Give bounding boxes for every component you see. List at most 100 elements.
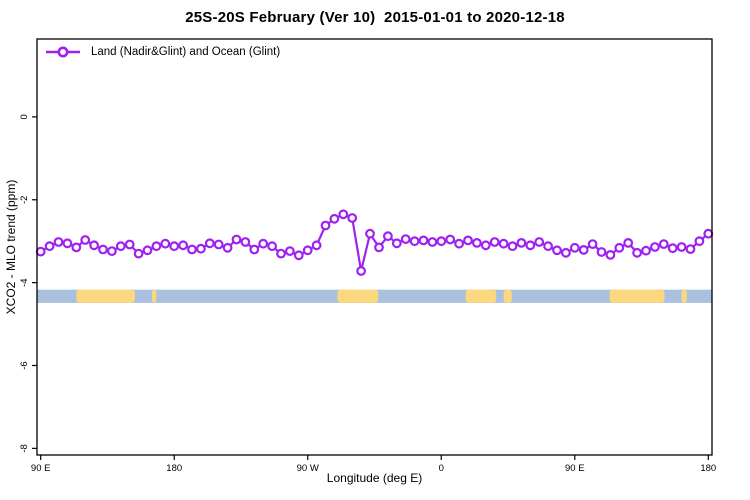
data-point [543,241,553,252]
data-point [694,236,705,247]
data-point [71,242,82,253]
data-point [569,242,580,253]
land-segment [151,289,157,303]
legend-line-marker-icon [46,46,80,58]
data-point [685,244,696,255]
land-segment [609,289,665,303]
data-point [44,241,55,252]
land-segment [681,289,687,303]
x-tick-label: 180 [700,463,716,474]
data-point [436,236,447,247]
data-point [489,237,500,247]
data-point [614,242,625,253]
data-point [365,228,375,239]
data-point [445,234,456,245]
data-point [285,246,295,257]
data-point [516,237,527,248]
data-point [356,266,367,276]
data-point [596,247,607,257]
data-point [667,243,678,254]
data-point [605,249,616,260]
data-point [249,244,260,255]
data-point [632,247,642,258]
data-point [374,242,384,253]
data-point [347,213,358,223]
data-point [472,237,482,248]
data-point [267,241,278,252]
data-point [204,238,215,249]
data-point [391,238,402,249]
data-point [53,237,64,247]
data-point [98,244,108,255]
data-point [703,228,714,239]
plot-border [36,38,713,456]
data-point [427,237,438,247]
data-point [151,241,162,252]
chart-title: 25S-20S February (Ver 10) 2015-01-01 to … [185,9,565,26]
data-point [418,235,429,246]
data-point [311,240,322,251]
data-point [231,234,242,245]
data-point [409,236,420,247]
data-point [400,234,411,245]
land-segment [76,289,135,303]
data-point [561,247,571,258]
data-point [124,239,135,250]
data-point [552,245,562,256]
data-point [293,250,304,261]
data-point [676,242,687,252]
x-tick-label: 0 [439,463,444,474]
data-point [480,240,491,251]
data-point [80,235,91,245]
data-point [302,245,313,256]
x-axis-title: Longitude (deg E) [326,471,423,485]
data-point [160,238,171,249]
data-point [169,241,180,252]
y-tick-label: -8 [19,444,30,452]
data-point [35,246,46,257]
data-point [498,238,509,249]
y-tick-label: -6 [19,361,30,369]
data-point [525,240,536,251]
data-point [178,240,189,251]
data-point [338,209,349,220]
x-tick-label: 90 E [31,463,51,474]
data-point [578,244,589,255]
data-point [658,239,669,250]
data-point [623,237,634,248]
x-tick-label: 90 E [565,463,585,474]
y-tick-label: -2 [19,196,30,204]
data-point [320,220,331,231]
data-point [587,239,598,250]
data-point [240,237,251,247]
data-point [89,240,99,251]
x-tick-label: 180 [166,463,182,474]
land-segment [503,289,512,303]
data-point [329,213,340,224]
data-point [187,244,197,255]
data-point [62,238,73,249]
data-point [115,241,126,252]
legend-label: Land (Nadir&Glint) and Ocean (Glint) [91,46,281,58]
data-point [213,239,224,250]
legend: Land (Nadir&Glint) and Ocean (Glint) [45,46,280,58]
data-point [507,241,518,252]
land-segment [465,289,497,303]
x-tick-label: 90 W [297,463,319,474]
data-point [195,243,206,254]
y-tick-label: 0 [19,114,30,119]
data-point [463,235,473,246]
data-point [133,248,144,259]
y-tick-label: -4 [19,278,30,286]
data-point [276,248,286,259]
data-point [454,238,465,249]
data-point [142,245,153,256]
data-point [106,246,117,257]
data-point [258,238,269,249]
land-segment [337,289,379,303]
data-point [534,237,545,247]
data-point [222,242,233,253]
data-point [641,245,651,256]
